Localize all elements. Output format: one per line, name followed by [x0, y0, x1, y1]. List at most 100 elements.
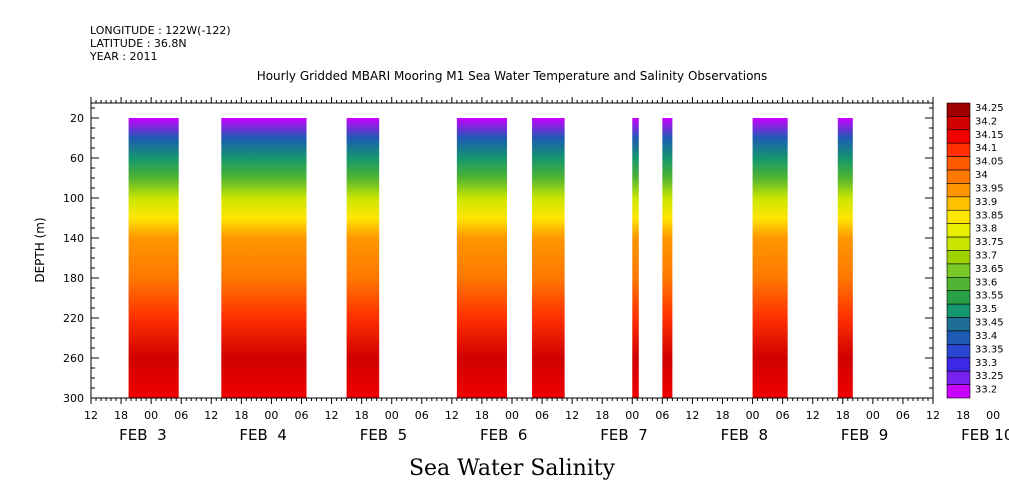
x-tick-label: 18: [475, 409, 489, 422]
x-tick-label: 06: [655, 409, 669, 422]
y-tick-label: 20: [70, 112, 84, 125]
x-date-label: FEB 6: [480, 426, 527, 444]
year-label: YEAR : 2011: [90, 50, 158, 63]
colorbar-label: 33.3: [975, 358, 997, 369]
colorbar-label: 34.25: [975, 103, 1004, 114]
colorbar-label: 33.4: [975, 331, 997, 342]
x-tick-label: 06: [295, 409, 309, 422]
colorbar-label: 33.45: [975, 318, 1004, 329]
data-segment-5: [532, 118, 565, 398]
colorbar-label: 34.1: [975, 143, 997, 154]
data-segment-9: [837, 118, 853, 398]
x-tick-label: 00: [505, 409, 519, 422]
colorbar-swatch: [946, 384, 971, 399]
x-tick-label: 18: [956, 409, 970, 422]
x-tick-label: 00: [625, 409, 639, 422]
colorbar-label: 34.05: [975, 157, 1004, 168]
x-axis: 12 18 00 06 12 18 00 06 12 18 00 06 12 18 00 06 12 18 00 06…: [84, 97, 1009, 444]
y-axis: 20 60 100 140 180 220 260 300: [63, 107, 933, 405]
colorbar-label: 33.35: [975, 344, 1004, 355]
colorbar-swatch: [946, 317, 971, 332]
x-tick-label: 06: [415, 409, 429, 422]
colorbar-swatch: [946, 290, 971, 305]
x-tick-label: 12: [445, 409, 459, 422]
colorbar-swatch: [946, 196, 971, 211]
x-date-label: FEB 5: [360, 426, 407, 444]
y-tick-label: 220: [63, 312, 84, 325]
colorbar-label: 34: [975, 170, 988, 181]
y-axis-title: DEPTH (m): [33, 217, 47, 282]
chart-title: Hourly Gridded MBARI Mooring M1 Sea Wate…: [257, 69, 768, 83]
x-date-label: FEB 4: [239, 426, 286, 444]
x-tick-label: 06: [896, 409, 910, 422]
x-tick-label: 00: [746, 409, 760, 422]
chart-caption: Sea Water Salinity: [409, 456, 616, 481]
x-date-label: FEB 8: [721, 426, 768, 444]
colorbar-swatch: [946, 263, 971, 278]
x-date-label: FEB 9: [841, 426, 888, 444]
x-tick-label: 18: [355, 409, 369, 422]
colorbar-swatch: [946, 102, 971, 117]
x-tick-label: 00: [866, 409, 880, 422]
colorbar-label: 33.55: [975, 291, 1004, 302]
x-date-label: FEB 3: [119, 426, 166, 444]
colorbar-label: 34.15: [975, 130, 1004, 141]
colorbar-swatch: [946, 156, 971, 171]
colorbar-swatch: [946, 330, 971, 345]
colorbar-label: 34.2: [975, 116, 997, 127]
x-tick-label: 00: [986, 409, 1000, 422]
colorbar-label: 33.25: [975, 371, 1004, 382]
colorbar-swatch: [946, 277, 971, 292]
y-tick-label: 260: [63, 352, 84, 365]
colorbar-label: 33.5: [975, 304, 997, 315]
y-tick-label: 140: [63, 232, 84, 245]
x-tick-label: 18: [234, 409, 248, 422]
colorbar-swatch: [946, 303, 971, 318]
x-tick-label: 12: [685, 409, 699, 422]
data-segment-4: [456, 118, 507, 398]
colorbar-swatch: [946, 209, 971, 224]
colorbar-label: 33.6: [975, 277, 997, 288]
y-tick-label: 300: [63, 392, 84, 405]
y-tick-label: 180: [63, 272, 84, 285]
colorbar-swatch: [946, 357, 971, 372]
x-tick-label: 12: [204, 409, 218, 422]
x-tick-label: 12: [926, 409, 940, 422]
colorbar-swatch: [946, 223, 971, 238]
colorbar-label: 33.75: [975, 237, 1004, 248]
data-segment-1: [128, 118, 179, 398]
data-segment-6: [632, 118, 639, 398]
colorbar-swatch: [946, 169, 971, 184]
colorbar-swatch: [946, 129, 971, 144]
x-tick-label: 12: [84, 409, 98, 422]
salinity-field: [128, 118, 853, 398]
data-segment-8: [752, 118, 788, 398]
x-tick-label: 18: [716, 409, 730, 422]
y-tick-label: 100: [63, 192, 84, 205]
colorbar-label: 33.9: [975, 197, 997, 208]
x-date-label: FEB 7: [600, 426, 647, 444]
plot-frame: [90, 102, 934, 399]
colorbar-swatch: [946, 236, 971, 251]
y-tick-label: 60: [70, 152, 84, 165]
colorbar-swatch: [946, 142, 971, 157]
x-tick-label: 18: [595, 409, 609, 422]
data-segment-3: [346, 118, 380, 398]
x-tick-label: 06: [776, 409, 790, 422]
latitude-label: LATITUDE : 36.8N: [90, 37, 187, 50]
x-tick-label: 12: [806, 409, 820, 422]
x-tick-label: 06: [174, 409, 188, 422]
colorbar-label: 33.2: [975, 385, 997, 396]
x-tick-label: 12: [325, 409, 339, 422]
x-tick-label: 00: [144, 409, 158, 422]
colorbar-legend: 34.25 34.2 34.15 34.1 34.05 34 33.95 33.9 33.85 3…: [946, 102, 1004, 399]
colorbar-label: 33.95: [975, 183, 1004, 194]
data-segment-7: [662, 118, 673, 398]
x-tick-label: 06: [535, 409, 549, 422]
x-tick-label: 18: [836, 409, 850, 422]
x-date-label: FEB 10: [961, 426, 1009, 444]
colorbar-label: 33.65: [975, 264, 1004, 275]
colorbar-swatch: [946, 116, 971, 131]
x-tick-label: 00: [385, 409, 399, 422]
